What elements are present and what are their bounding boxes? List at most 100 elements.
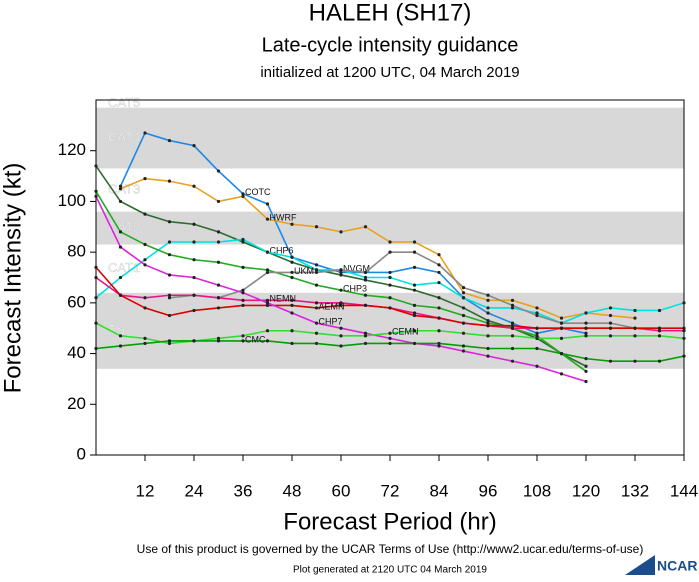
data-point — [657, 329, 662, 333]
x-tick-label: 12 — [136, 481, 155, 500]
data-point — [412, 313, 417, 318]
data-point — [216, 199, 221, 204]
y-tick-label: 20 — [67, 394, 86, 413]
data-point — [633, 308, 637, 313]
data-point — [388, 283, 392, 287]
data-point — [559, 321, 564, 325]
data-point — [657, 326, 662, 330]
data-point — [608, 326, 613, 330]
data-point — [94, 265, 98, 269]
band-label: CAT3 — [108, 181, 140, 196]
data-point — [265, 268, 270, 272]
data-point — [535, 311, 539, 315]
data-point — [461, 321, 466, 325]
data-point — [461, 344, 466, 348]
data-point — [192, 293, 196, 297]
data-point — [363, 331, 368, 335]
data-point — [486, 293, 490, 297]
data-point — [510, 298, 515, 302]
data-point — [437, 296, 441, 300]
data-point — [265, 339, 270, 343]
data-point — [657, 359, 662, 363]
data-point — [314, 301, 319, 305]
data-point — [388, 240, 392, 244]
data-point — [510, 326, 515, 330]
data-point — [510, 359, 515, 363]
data-point — [412, 311, 417, 315]
data-point — [510, 306, 515, 310]
data-point — [118, 334, 123, 338]
category-band — [96, 107, 684, 169]
data-point — [363, 278, 368, 282]
data-point — [559, 372, 564, 376]
data-point — [339, 326, 343, 330]
x-tick-label: 72 — [381, 481, 400, 500]
series-label: CHP7 — [319, 317, 343, 327]
data-point — [584, 331, 588, 335]
x-tick-label: 120 — [572, 481, 600, 500]
data-point — [241, 303, 245, 307]
data-point — [94, 164, 98, 168]
data-point — [486, 298, 490, 302]
data-point — [290, 329, 294, 333]
data-point — [363, 225, 368, 229]
data-point — [192, 222, 196, 226]
data-point — [94, 275, 98, 280]
data-point — [314, 331, 319, 335]
data-point — [486, 321, 490, 325]
data-point — [339, 301, 343, 305]
data-point — [339, 273, 343, 277]
x-tick-label: 108 — [523, 481, 551, 500]
data-point — [167, 273, 172, 277]
data-point — [143, 212, 147, 216]
data-point — [486, 324, 490, 328]
data-point — [167, 253, 172, 257]
data-point — [388, 336, 392, 340]
data-point — [412, 283, 417, 287]
data-point — [559, 316, 564, 320]
data-point — [437, 280, 441, 285]
data-point — [437, 263, 441, 267]
band-label: CAT1 — [108, 260, 140, 275]
data-point — [192, 275, 196, 280]
data-point — [486, 354, 490, 358]
y-tick-label: 40 — [67, 343, 86, 362]
data-point — [290, 260, 294, 264]
data-point — [535, 364, 539, 368]
x-tick-label: 60 — [332, 481, 351, 500]
data-point — [265, 329, 270, 333]
data-point — [510, 303, 515, 307]
data-point — [339, 303, 343, 307]
data-point — [461, 313, 466, 318]
band-label: TS — [108, 322, 125, 337]
data-point — [682, 326, 686, 330]
data-point — [339, 268, 343, 272]
data-point — [167, 341, 172, 346]
y-tick-label: 100 — [58, 191, 86, 210]
data-point — [412, 303, 417, 307]
data-point — [118, 230, 123, 234]
series-label: CHP6 — [270, 246, 294, 256]
data-point — [584, 357, 588, 361]
data-point — [437, 270, 441, 275]
data-point — [192, 308, 196, 313]
data-point — [682, 336, 686, 340]
data-point — [265, 250, 270, 254]
data-point — [216, 283, 221, 287]
data-point — [584, 364, 588, 368]
footer-note: Plot generated at 2120 UTC 04 March 2019 — [293, 565, 487, 576]
data-point — [290, 270, 294, 275]
data-point — [143, 263, 147, 267]
data-point — [584, 326, 588, 330]
data-point — [241, 291, 245, 295]
data-point — [241, 298, 245, 302]
data-point — [584, 321, 588, 325]
data-point — [437, 306, 441, 310]
chart-title: HALEH (SH17) — [309, 0, 472, 26]
data-point — [682, 301, 686, 305]
logo: NCAR — [657, 558, 697, 574]
data-point — [510, 324, 515, 328]
data-point — [608, 313, 613, 318]
data-point — [118, 344, 123, 348]
